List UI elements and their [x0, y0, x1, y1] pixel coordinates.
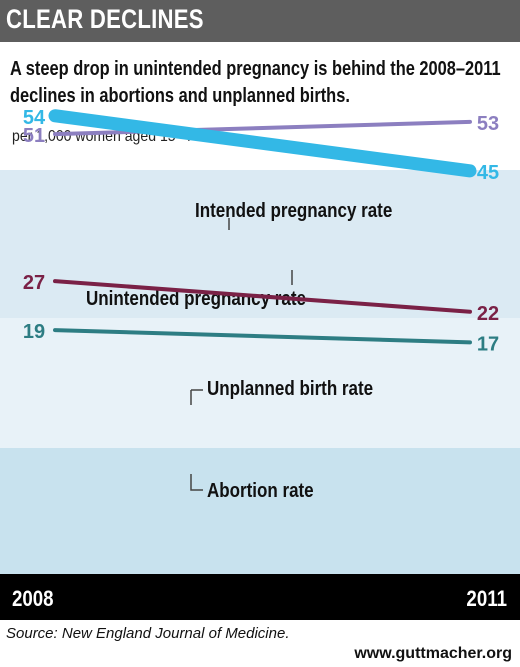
data-label: 54: [23, 107, 46, 129]
x-tick-label: 2011: [466, 588, 507, 612]
panel-top: [0, 170, 520, 318]
data-label: 27: [23, 272, 45, 294]
series-label: Unintended pregnancy rate: [86, 287, 306, 310]
series-line: [53, 328, 472, 345]
data-label: 45: [477, 162, 499, 184]
series-line: [53, 119, 472, 137]
series-label: Intended pregnancy rate: [195, 199, 392, 222]
website-link[interactable]: www.guttmacher.org: [354, 645, 512, 662]
chart-title: A steep drop in unintended pregnancy is …: [10, 58, 501, 107]
series-line: [48, 109, 477, 178]
banner: CLEAR DECLINES: [0, 0, 520, 42]
data-label: 19: [23, 321, 45, 343]
data-label: 22: [477, 303, 499, 325]
series-label: Unplanned birth rate: [207, 377, 373, 400]
data-label: 53: [477, 113, 499, 135]
series-line: [53, 279, 472, 314]
data-label: 17: [477, 333, 499, 355]
leader-line: [190, 389, 203, 405]
x-tick-label: 2008: [12, 588, 54, 612]
banner-title: CLEAR DECLINES: [6, 4, 204, 34]
series-label: Abortion rate: [207, 479, 314, 502]
panel-bottom: [0, 448, 520, 574]
source-note: Source: New England Journal of Medicine.: [6, 625, 290, 642]
data-label: 51: [23, 125, 45, 147]
leader-line: [190, 474, 203, 491]
footer-bar: [0, 574, 520, 620]
